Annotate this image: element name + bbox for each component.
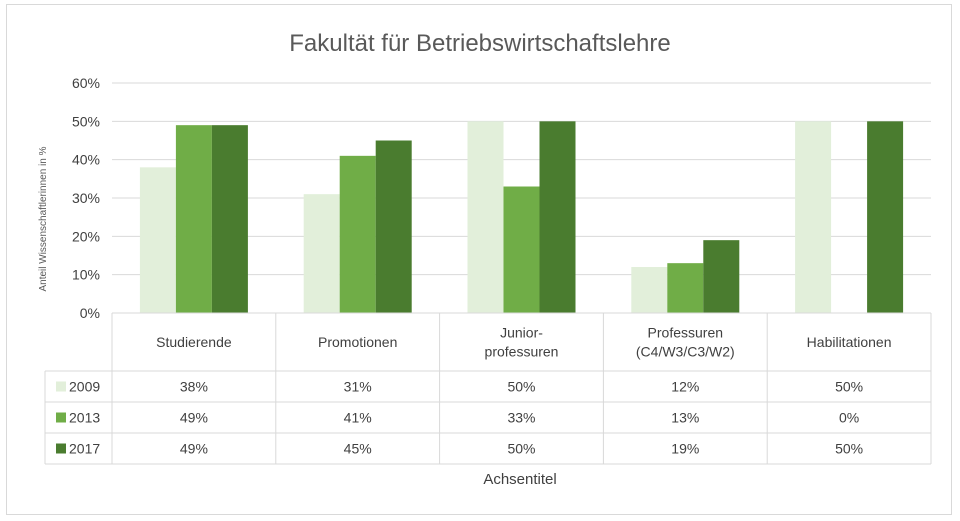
bar-2013-2: [503, 186, 540, 313]
bar-2017-4: [867, 121, 904, 313]
category-label: Promotionen: [318, 334, 397, 350]
bar-2009-3: [631, 267, 668, 313]
y-axis: 0% 10% 20% 30% 40% 50% 60%: [72, 75, 100, 321]
y-tick-label: 20%: [72, 228, 100, 244]
category-label: Habilitationen: [807, 334, 892, 350]
bar-2009-4: [795, 121, 832, 313]
chart-svg: Fakultät für Betriebswirtschaftslehre 0%…: [38, 30, 932, 488]
chart-title: Fakultät für Betriebswirtschaftslehre: [289, 30, 670, 57]
category-label: Professuren: [648, 325, 723, 341]
data-label: 41%: [344, 410, 372, 426]
chart-frame: Fakultät für Betriebswirtschaftslehre 0%…: [6, 4, 952, 515]
legend-key-2009: [56, 381, 66, 392]
data-label: 31%: [344, 379, 372, 395]
legend-key-2013: [56, 412, 66, 423]
data-label: 49%: [180, 410, 208, 426]
bar-2017-2: [539, 121, 576, 313]
y-tick-label: 30%: [72, 190, 100, 206]
data-label: 50%: [835, 379, 863, 395]
data-label: 0%: [839, 410, 859, 426]
y-axis-title: Anteil Wissenschaftlerinnen in %: [38, 146, 49, 291]
category-label: professuren: [485, 344, 559, 360]
y-tick-label: 60%: [72, 75, 100, 91]
legend-label: 2009: [69, 379, 100, 395]
bar-2017-1: [375, 140, 412, 313]
category-label: Junior-: [500, 325, 543, 341]
data-table: Studierende Promotionen Junior-professuren…: [44, 312, 932, 465]
bar-2009-1: [303, 194, 340, 313]
bar-2013-3: [667, 263, 704, 313]
legend-label: 2017: [69, 441, 100, 457]
data-label: 38%: [180, 379, 208, 395]
x-axis-title: Achsentitel: [483, 471, 556, 488]
category-label: Studierende: [156, 334, 232, 350]
bars-layer: [139, 121, 904, 314]
legend-label: 2013: [69, 410, 100, 426]
data-label: 12%: [671, 379, 699, 395]
y-tick-label: 40%: [72, 152, 100, 168]
data-label: 49%: [180, 441, 208, 457]
bar-2017-0: [211, 125, 248, 314]
data-label: 45%: [344, 441, 372, 457]
category-label: (C4/W3/C3/W2): [636, 344, 735, 360]
y-tick-label: 0%: [80, 305, 100, 321]
data-label: 19%: [671, 441, 699, 457]
data-label: 50%: [507, 379, 535, 395]
data-label: 33%: [507, 410, 535, 426]
y-tick-label: 50%: [72, 113, 100, 129]
bar-2009-0: [139, 167, 176, 313]
data-label: 13%: [671, 410, 699, 426]
bar-2013-1: [339, 155, 376, 313]
legend-key-2017: [56, 443, 66, 454]
data-label: 50%: [507, 441, 535, 457]
data-label: 50%: [835, 441, 863, 457]
bar-2017-3: [703, 240, 740, 313]
bar-2009-2: [467, 121, 504, 313]
y-tick-label: 10%: [72, 267, 100, 283]
bar-2013-0: [175, 125, 212, 314]
